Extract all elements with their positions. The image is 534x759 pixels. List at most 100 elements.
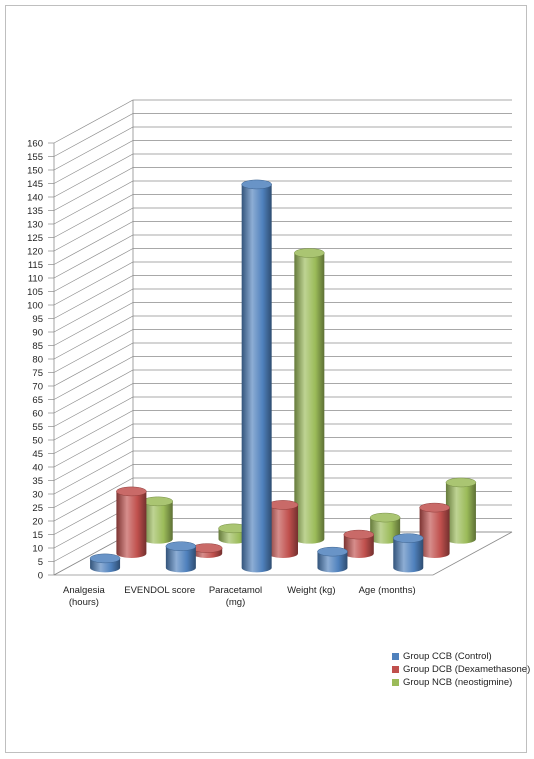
gridline: [53, 423, 512, 468]
legend-label-dcb: Group DCB (Dexamethasone): [403, 664, 531, 675]
y-tick-label: 35: [32, 476, 43, 487]
y-tick-label: 115: [28, 260, 43, 271]
bar-body: [343, 534, 374, 558]
bar-body: [116, 491, 147, 558]
legend-item-ncb: Group NCB (neostigmine): [392, 676, 530, 689]
bar: [419, 502, 450, 558]
bar-top: [317, 546, 348, 557]
y-tick-label: 155: [27, 152, 43, 163]
gridline: [53, 275, 512, 319]
legend-item-dcb: Group DCB (Dexamethasone): [392, 663, 530, 676]
legend-swatch-ccb: [392, 653, 399, 660]
y-tick-label: 50: [32, 436, 43, 447]
bar: [343, 529, 375, 558]
gridline: [53, 288, 512, 333]
y-tick-label: 140: [27, 193, 43, 204]
gridline: [53, 194, 512, 238]
bar: [191, 543, 223, 558]
bar-top: [393, 533, 424, 543]
bar: [445, 477, 477, 544]
bar-body: [241, 184, 272, 573]
bar-body: [393, 538, 424, 573]
gridline: [53, 369, 512, 414]
bar-top: [241, 179, 272, 190]
x-category-label: Paracetamol (mg): [209, 585, 262, 608]
gridline: [53, 207, 512, 252]
gridline: [53, 140, 512, 184]
gridline: [53, 221, 512, 265]
x-axis-categories: Analgesia (hours) EVENDOL score Paracetamol…: [63, 585, 416, 608]
bar-top: [165, 541, 197, 551]
bar-body: [419, 507, 450, 558]
gridline: [53, 261, 512, 306]
bar: [218, 523, 249, 544]
gridline: [53, 126, 512, 171]
bar: [317, 546, 348, 573]
y-tick-label: 125: [27, 233, 43, 244]
y-tick-label: 65: [32, 395, 43, 406]
y-tick-label: 45: [32, 449, 43, 460]
gridline: [53, 248, 512, 292]
gridline: [53, 356, 512, 400]
bar: [294, 248, 325, 544]
y-tick-label: 5: [38, 557, 43, 568]
gridline: [53, 383, 512, 427]
gridline: [53, 342, 512, 387]
bar-top: [419, 502, 450, 513]
bar-top: [445, 477, 477, 488]
bar-top: [191, 543, 223, 553]
y-tick-label: 30: [32, 490, 43, 501]
bar-body: [445, 482, 476, 544]
legend-swatch-dcb: [392, 666, 399, 673]
legend-item-ccb: Group CCB (Control): [392, 650, 530, 663]
bar: [89, 553, 121, 573]
bar: [165, 541, 197, 573]
gridline: [53, 167, 512, 211]
bar-body: [294, 252, 325, 544]
legend-label-ccb: Group CCB (Control): [403, 651, 492, 662]
x-category-label: EVENDOL score: [124, 585, 195, 596]
legend: Group CCB (Control) Group DCB (Dexametha…: [392, 650, 530, 689]
y-tick-label: 75: [32, 368, 43, 379]
y-tick-label: 0: [38, 571, 43, 582]
y-tick-label: 25: [32, 503, 43, 514]
y-tick-label: 105: [27, 287, 43, 298]
y-tick-label: 80: [32, 355, 43, 366]
bar: [369, 512, 401, 544]
y-tick-label: 100: [27, 301, 43, 312]
y-tick-label: 20: [32, 517, 43, 528]
gridline: [53, 234, 512, 279]
y-tick-label: 90: [32, 328, 43, 339]
y-axis-ticks: 0 5 10 15 20 25 30 35 40 45 50 55 60 65 70 75 80 85 90 95 10…: [27, 139, 54, 582]
y-tick-label: 15: [32, 530, 43, 541]
y-tick-label: 150: [27, 166, 43, 177]
x-category-label: Analgesia (hours): [63, 585, 105, 608]
y-tick-label: 135: [27, 206, 43, 217]
bar-top: [116, 486, 147, 497]
y-tick-label: 10: [32, 544, 43, 555]
bar: [116, 486, 147, 558]
bar: [267, 500, 299, 558]
bar-top: [89, 553, 121, 564]
bar: [393, 533, 424, 573]
gridline: [53, 113, 512, 157]
gridline: [53, 315, 512, 360]
bar-top: [369, 512, 401, 523]
y-tick-label: 55: [32, 422, 43, 433]
y-tick-label: 160: [27, 139, 43, 150]
bar-top: [142, 496, 173, 507]
gridline: [53, 410, 512, 454]
gridline: [53, 99, 512, 144]
bar-body: [370, 517, 401, 544]
legend-label-ncb: Group NCB (neostigmine): [403, 677, 513, 688]
bars: [89, 179, 477, 573]
y-tick-label: 130: [27, 220, 43, 231]
bar-body: [268, 504, 298, 558]
gridline: [53, 396, 512, 441]
y-tick-label: 60: [32, 409, 43, 420]
gridline: [53, 153, 512, 198]
y-tick-label: 120: [27, 247, 43, 258]
gridline: [53, 302, 512, 346]
bar: [142, 496, 173, 544]
